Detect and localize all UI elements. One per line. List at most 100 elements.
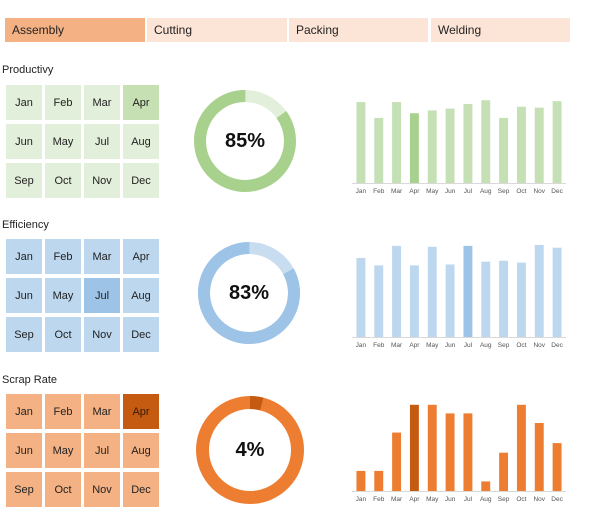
efficiency-donut: 83% (197, 241, 301, 345)
scrap-rate-month-cell-jul[interactable]: Jul (84, 433, 120, 468)
productivity-bar-may (427, 110, 437, 183)
productivity-tick-label-sep: Sep (498, 188, 510, 195)
scrap-rate-bar-chart: Jan Feb Mar Apr May Jun Jul Aug Sep Oct Nov Dec (350, 398, 570, 508)
efficiency-month-cell-apr[interactable]: Apr (123, 239, 159, 274)
tab-welding[interactable]: Welding (431, 18, 570, 42)
productivity-month-cell-jan[interactable]: Jan (6, 85, 42, 120)
efficiency-month-cell-jun[interactable]: Jun (6, 278, 42, 313)
month-grid-efficiency: Jan Feb Mar Apr Jun May Jul Aug Sep Oct Nov Dec (6, 239, 162, 355)
efficiency-tick-label-may: May (426, 342, 439, 349)
efficiency-month-cell-jul[interactable]: Jul (84, 278, 120, 313)
efficiency-bar-dec (552, 247, 562, 337)
productivity-bar-mar (392, 102, 402, 183)
efficiency-donut-ring (198, 242, 300, 344)
productivity-tick-label-jun: Jun (445, 188, 456, 195)
scrap-rate-bar-jun (445, 413, 455, 491)
scrap-rate-month-cell-dec[interactable]: Dec (123, 472, 159, 507)
efficiency-month-cell-sep[interactable]: Sep (6, 317, 42, 352)
scrap-rate-month-cell-may[interactable]: May (45, 433, 81, 468)
efficiency-percent: 83% (228, 281, 270, 304)
efficiency-month-cell-oct[interactable]: Oct (45, 317, 81, 352)
productivity-bar-chart: Jan Feb Mar Apr May Jun Jul Aug Sep Oct Nov Dec (350, 88, 570, 200)
tab-cutting[interactable]: Cutting (147, 18, 287, 42)
productivity-month-cell-sep[interactable]: Sep (6, 163, 42, 198)
productivity-bar-aug (481, 100, 491, 183)
productivity-tick-label-nov: Nov (533, 188, 545, 195)
efficiency-month-cell-dec[interactable]: Dec (123, 317, 159, 352)
productivity-percent: 85% (224, 129, 266, 152)
tab-packing[interactable]: Packing (289, 18, 428, 42)
scrap-rate-month-cell-aug[interactable]: Aug (123, 433, 159, 468)
scrap-rate-bar-aug (481, 481, 491, 491)
scrap-rate-month-cell-oct[interactable]: Oct (45, 472, 81, 507)
efficiency-tick-label-aug: Aug (480, 342, 492, 349)
productivity-month-cell-nov[interactable]: Nov (84, 163, 120, 198)
efficiency-month-cell-nov[interactable]: Nov (84, 317, 120, 352)
efficiency-tick-label-nov: Nov (533, 342, 545, 349)
productivity-month-cell-mar[interactable]: Mar (84, 85, 120, 120)
scrap-rate-month-cell-mar[interactable]: Mar (84, 394, 120, 429)
productivity-bar-chart-svg: Jan Feb Mar Apr May Jun Jul Aug Sep Oct Nov Dec (352, 100, 566, 195)
productivity-bar-sep (499, 117, 509, 183)
scrap-rate-month-cell-feb[interactable]: Feb (45, 394, 81, 429)
scrap-rate-month-cell-jun[interactable]: Jun (6, 433, 42, 468)
productivity-month-cell-oct[interactable]: Oct (45, 163, 81, 198)
scrap-rate-bar-apr (409, 404, 419, 491)
scrap-rate-tick-label-mar: Mar (391, 496, 403, 503)
month-grid-productivity: Jan Feb Mar Apr Jun May Jul Aug Sep Oct Nov Dec (6, 85, 162, 201)
section-title-efficiency: Efficiency (2, 219, 49, 231)
efficiency-bar-jun (445, 264, 455, 337)
scrap-rate-bar-sep (499, 452, 509, 491)
section-title-productivity: Productivy (2, 64, 54, 76)
productivity-bar-jun (445, 108, 455, 183)
scrap-rate-month-cell-jan[interactable]: Jan (6, 394, 42, 429)
scrap-rate-tick-label-dec: Dec (551, 496, 563, 503)
productivity-month-cell-aug[interactable]: Aug (123, 124, 159, 159)
efficiency-bar-jan (356, 257, 366, 337)
productivity-month-cell-feb[interactable]: Feb (45, 85, 81, 120)
efficiency-month-cell-feb[interactable]: Feb (45, 239, 81, 274)
scrap-rate-tick-label-oct: Oct (516, 496, 526, 503)
efficiency-month-cell-aug[interactable]: Aug (123, 278, 159, 313)
scrap-rate-tick-label-may: May (426, 496, 439, 503)
scrap-rate-donut-ring (196, 396, 304, 504)
efficiency-bar-nov (534, 244, 544, 337)
efficiency-month-cell-mar[interactable]: Mar (84, 239, 120, 274)
scrap-rate-month-cell-sep[interactable]: Sep (6, 472, 42, 507)
scrap-rate-bar-dec (552, 443, 562, 491)
scrap-rate-tick-label-feb: Feb (373, 496, 385, 503)
productivity-month-cell-apr[interactable]: Apr (123, 85, 159, 120)
productivity-tick-label-jan: Jan (356, 188, 367, 195)
efficiency-month-cell-jan[interactable]: Jan (6, 239, 42, 274)
scrap-rate-month-cell-apr[interactable]: Apr (123, 394, 159, 429)
efficiency-month-cell-may[interactable]: May (45, 278, 81, 313)
efficiency-bar-apr (409, 265, 419, 337)
productivity-month-cell-jul[interactable]: Jul (84, 124, 120, 159)
scrap-rate-month-cell-nov[interactable]: Nov (84, 472, 120, 507)
efficiency-bar-sep (499, 260, 509, 337)
productivity-month-cell-jun[interactable]: Jun (6, 124, 42, 159)
efficiency-bar-may (427, 246, 437, 337)
efficiency-bar-feb (374, 265, 384, 337)
productivity-tick-label-jul: Jul (464, 188, 473, 195)
scrap-rate-tick-label-jun: Jun (445, 496, 456, 503)
productivity-bar-apr (409, 113, 419, 183)
scrap-rate-donut: 4% (195, 395, 305, 505)
scrap-rate-tick-label-aug: Aug (480, 496, 492, 503)
tab-assembly[interactable]: Assembly (5, 18, 145, 42)
efficiency-tick-label-apr: Apr (409, 342, 420, 349)
productivity-month-cell-dec[interactable]: Dec (123, 163, 159, 198)
scrap-rate-tick-label-apr: Apr (409, 496, 420, 503)
scrap-rate-donut-value-arc (196, 396, 304, 504)
efficiency-bar-chart-svg: Jan Feb Mar Apr May Jun Jul Aug Sep Oct Nov Dec (352, 244, 566, 349)
efficiency-tick-label-feb: Feb (373, 342, 385, 349)
scrap-rate-tick-label-nov: Nov (533, 496, 545, 503)
efficiency-tick-label-mar: Mar (391, 342, 403, 349)
scrap-rate-bar-feb (374, 470, 384, 491)
month-grid-scrap-rate: Jan Feb Mar Apr Jun May Jul Aug Sep Oct Nov Dec (6, 394, 162, 510)
scrap-rate-bar-chart-svg: Jan Feb Mar Apr May Jun Jul Aug Sep Oct Nov Dec (352, 404, 566, 503)
scrap-rate-tick-label-jul: Jul (464, 496, 473, 503)
productivity-tick-label-dec: Dec (551, 188, 563, 195)
productivity-month-cell-may[interactable]: May (45, 124, 81, 159)
efficiency-tick-label-jul: Jul (464, 342, 473, 349)
